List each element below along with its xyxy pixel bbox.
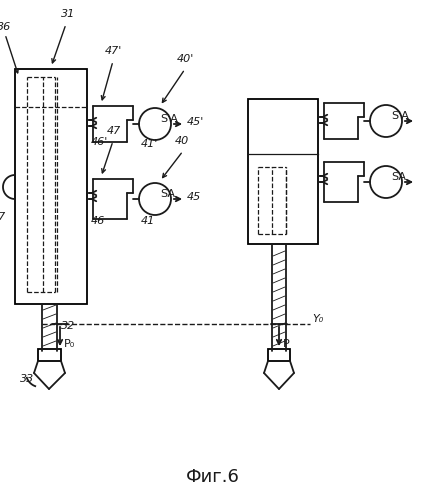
Bar [38,349,61,361]
Text: 46': 46' [91,137,108,147]
Bar [15,69,87,304]
Text: 45: 45 [187,192,201,202]
Text: 47: 47 [107,126,121,136]
Circle shape [370,166,402,198]
Bar [248,99,318,244]
Text: 31: 31 [61,9,75,19]
Text: 40: 40 [175,136,189,146]
Text: P: P [283,339,290,349]
Text: SA: SA [160,189,175,199]
Bar [268,349,290,361]
Circle shape [139,108,171,140]
Text: S'A: S'A [391,111,409,121]
Text: Y₀: Y₀ [312,314,323,324]
Text: 40': 40' [177,54,194,64]
Text: 41': 41' [141,139,158,149]
Text: SA: SA [391,172,406,182]
Text: Фиг.6: Фиг.6 [186,468,240,486]
Text: P₀: P₀ [64,339,75,349]
Text: 41: 41 [141,216,155,226]
Text: S'A: S'A [160,114,178,124]
Circle shape [370,105,402,137]
Circle shape [139,183,171,215]
Text: 33: 33 [20,374,34,384]
Text: 46: 46 [91,216,105,226]
Text: 47': 47' [105,46,122,56]
Text: 36: 36 [0,22,11,32]
Text: 45': 45' [187,117,204,127]
Text: 32: 32 [61,321,75,331]
Text: 37: 37 [0,212,6,222]
